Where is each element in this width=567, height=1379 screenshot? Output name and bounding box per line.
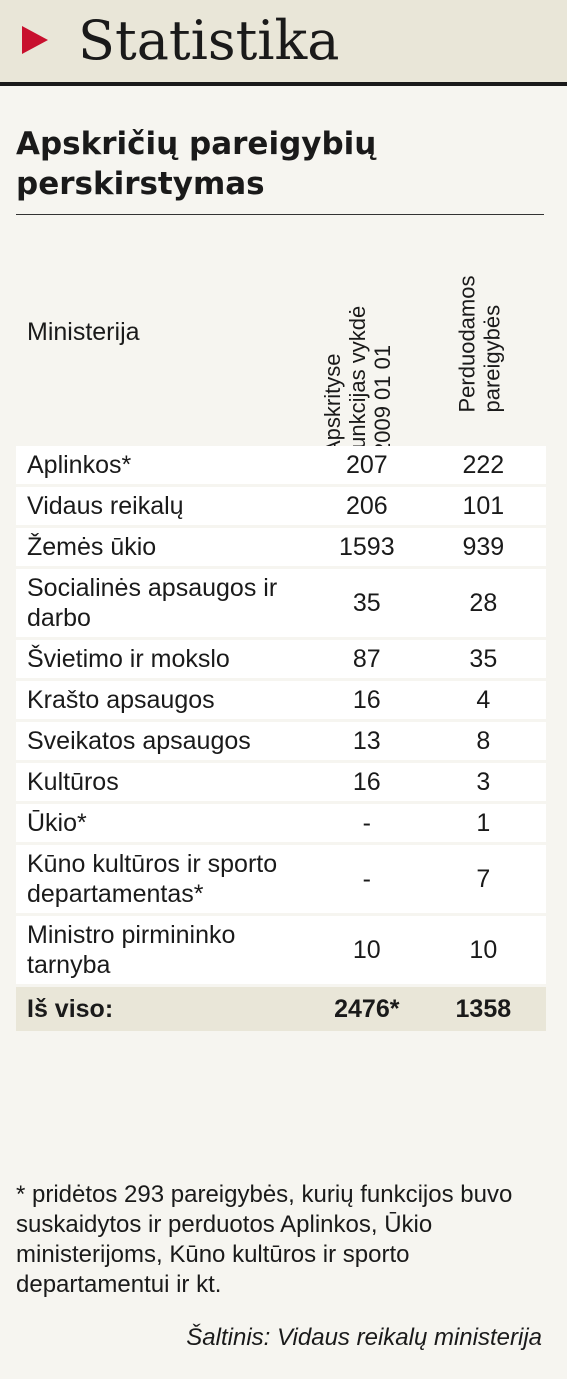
row-functions-value: 87 bbox=[352, 644, 381, 673]
table-row: Socialinės apsaugos ir darbo 35 28 bbox=[16, 569, 546, 637]
column-header-transferred-line2: pareigybės bbox=[479, 304, 505, 413]
column-header-functions-line3: 2009 01 01 bbox=[370, 344, 395, 455]
title-divider bbox=[16, 214, 544, 215]
row-functions-value: 16 bbox=[352, 685, 381, 714]
table-row: Kultūros 16 3 bbox=[16, 763, 546, 801]
total-label: Iš viso: bbox=[27, 995, 114, 1023]
footnote: * pridėtos 293 pareigybės, kurių funkcij… bbox=[16, 1181, 513, 1298]
page-title: Apskričių pareigybių perskirstymas bbox=[16, 126, 377, 202]
triangle-icon bbox=[22, 26, 48, 54]
row-ministry: Aplinkos* bbox=[27, 451, 132, 479]
row-ministry: Ministro pirmininko tarnyba bbox=[27, 921, 236, 979]
column-header-functions-line1: Apskrityse bbox=[320, 353, 345, 455]
row-functions-value: 207 bbox=[345, 450, 388, 479]
total-functions-value: 2476* bbox=[334, 994, 400, 1023]
row-functions-value: 13 bbox=[352, 726, 381, 755]
table-row: Švietimo ir mokslo 87 35 bbox=[16, 640, 546, 678]
section-banner: Statistika bbox=[0, 0, 567, 86]
row-transferred-value: 28 bbox=[469, 588, 498, 617]
row-transferred-value: 7 bbox=[476, 864, 491, 893]
row-ministry: Krašto apsaugos bbox=[27, 686, 215, 714]
row-ministry: Ūkio* bbox=[27, 809, 87, 837]
row-transferred-value: 10 bbox=[469, 935, 498, 964]
column-header-ministry: Ministerija bbox=[27, 318, 140, 346]
total-row: Iš viso: 2476* 1358 bbox=[16, 987, 546, 1031]
row-functions-value: 10 bbox=[352, 935, 381, 964]
table-row: Aplinkos* 207 222 bbox=[16, 446, 546, 484]
column-header-functions: Apskrityse funkcijas vykdė 2009 01 01 bbox=[320, 215, 400, 455]
row-transferred-value: 1 bbox=[476, 808, 491, 837]
row-functions-value: 16 bbox=[352, 767, 381, 796]
row-ministry: Socialinės apsaugos ir darbo bbox=[27, 574, 278, 632]
row-ministry: Sveikatos apsaugos bbox=[27, 727, 251, 755]
row-ministry: Švietimo ir mokslo bbox=[27, 645, 230, 673]
row-ministry: Vidaus reikalų bbox=[27, 492, 184, 520]
row-transferred-value: 8 bbox=[476, 726, 491, 755]
column-header-functions-line2: funkcijas vykdė bbox=[345, 305, 370, 455]
row-functions-value: - bbox=[362, 808, 371, 837]
table-row: Ministro pirmininko tarnyba 10 10 bbox=[16, 916, 546, 984]
row-transferred-value: 101 bbox=[462, 491, 505, 520]
column-header-transferred-line1: Perduodamos bbox=[454, 275, 480, 413]
row-transferred-value: 222 bbox=[462, 450, 505, 479]
table-row: Žemės ūkio 1593 939 bbox=[16, 528, 546, 566]
row-ministry: Kultūros bbox=[27, 768, 119, 796]
total-transferred-value: 1358 bbox=[455, 994, 512, 1023]
row-functions-value: 206 bbox=[345, 491, 388, 520]
row-functions-value: - bbox=[362, 864, 371, 893]
source-note: Šaltinis: Vidaus reikalų ministerija bbox=[186, 1324, 542, 1351]
table-row: Kūno kultūros ir sporto departamentas* -… bbox=[16, 845, 546, 913]
row-transferred-value: 35 bbox=[469, 644, 498, 673]
table-row: Krašto apsaugos 16 4 bbox=[16, 681, 546, 719]
row-functions-value: 1593 bbox=[338, 532, 395, 561]
row-functions-value: 35 bbox=[352, 588, 381, 617]
row-transferred-value: 3 bbox=[476, 767, 491, 796]
table-row: Sveikatos apsaugos 13 8 bbox=[16, 722, 546, 760]
table-body: Aplinkos* 207 222 Vidaus reikalų 206 101… bbox=[16, 446, 546, 1034]
row-ministry: Žemės ūkio bbox=[27, 533, 157, 561]
table-row: Ūkio* - 1 bbox=[16, 804, 546, 842]
column-header-transferred: Perduodamos pareigybės bbox=[455, 253, 510, 413]
row-transferred-value: 4 bbox=[476, 685, 491, 714]
row-ministry: Kūno kultūros ir sporto departamentas* bbox=[27, 850, 278, 908]
table-row: Vidaus reikalų 206 101 bbox=[16, 487, 546, 525]
row-transferred-value: 939 bbox=[462, 532, 505, 561]
section-title: Statistika bbox=[78, 9, 340, 72]
